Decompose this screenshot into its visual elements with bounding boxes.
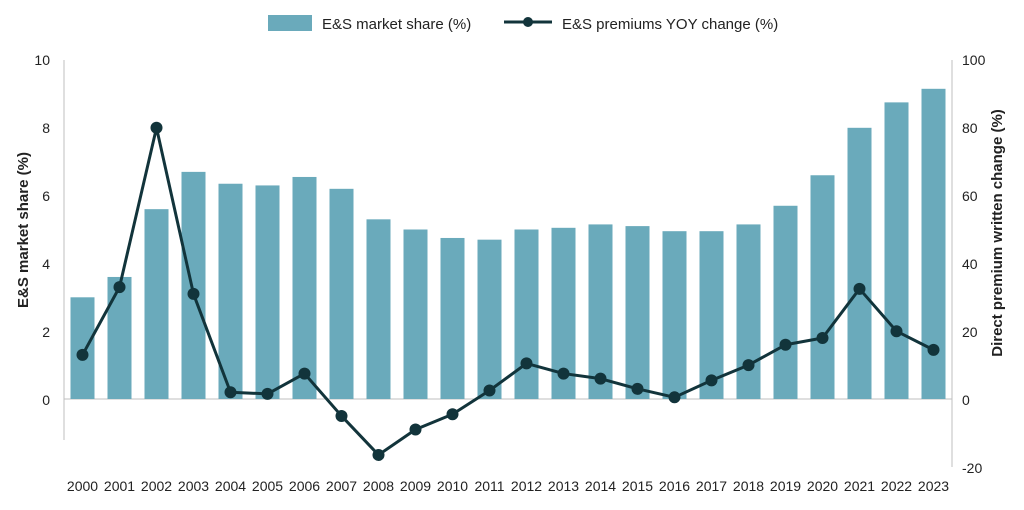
- bar-2007: [329, 188, 354, 399]
- right-tick-label: 20: [962, 324, 978, 340]
- line-series: [76, 121, 940, 461]
- bar-2003: [181, 171, 206, 399]
- bar-2017: [699, 231, 724, 399]
- bar-2021: [847, 127, 872, 400]
- bar-2004: [218, 183, 243, 399]
- x-tick-label: 2010: [437, 478, 468, 494]
- line-point-2006: [298, 367, 311, 380]
- x-tick-label: 2005: [252, 478, 283, 494]
- bar-2001: [107, 276, 132, 399]
- line-point-2005: [261, 387, 274, 400]
- bar-2008: [366, 219, 391, 399]
- x-tick-label: 2001: [104, 478, 135, 494]
- bar-2006: [292, 176, 317, 399]
- bar-series: [70, 88, 946, 400]
- x-tick-label: 2012: [511, 478, 542, 494]
- bar-2010: [440, 237, 465, 399]
- left-tick-label: 0: [42, 392, 50, 408]
- x-tick-label: 2006: [289, 478, 320, 494]
- line-point-2020: [816, 331, 829, 344]
- line-point-2011: [483, 384, 496, 397]
- left-tick-label: 4: [42, 256, 50, 272]
- x-tick-label: 2015: [622, 478, 653, 494]
- legend-line-label: E&S premiums YOY change (%): [562, 16, 778, 33]
- x-tick-label: 2008: [363, 478, 394, 494]
- bar-2015: [625, 226, 650, 399]
- legend-line-marker: [523, 17, 533, 27]
- legend-bar-label: E&S market share (%): [322, 16, 471, 33]
- bar-2000: [70, 297, 95, 399]
- right-tick-label: -20: [962, 460, 982, 476]
- x-tick-label: 2022: [881, 478, 912, 494]
- line-point-2022: [890, 325, 903, 338]
- x-tick-label: 2003: [178, 478, 209, 494]
- bar-2014: [588, 224, 613, 399]
- left-axis-ticks: 10 8 6 4 2 0: [34, 52, 50, 408]
- line-point-2014: [594, 372, 607, 385]
- right-axis-title: Direct premium written change (%): [989, 109, 1006, 357]
- x-tick-label: 2007: [326, 478, 357, 494]
- line-point-2019: [779, 338, 792, 351]
- left-tick-label: 2: [42, 324, 50, 340]
- left-tick-label: 8: [42, 120, 50, 136]
- right-tick-label: 100: [962, 52, 986, 68]
- line-point-2012: [520, 357, 533, 370]
- left-tick-label: 6: [42, 188, 50, 204]
- x-tick-label: 2013: [548, 478, 579, 494]
- bar-2009: [403, 229, 428, 399]
- line-point-2023: [927, 343, 940, 356]
- x-tick-label: 2021: [844, 478, 875, 494]
- line-point-2004: [224, 386, 237, 399]
- right-tick-label: 0: [962, 392, 970, 408]
- bar-2005: [255, 185, 280, 399]
- x-tick-label: 2000: [67, 478, 98, 494]
- legend: E&S market share (%) E&S premiums YOY ch…: [268, 15, 778, 33]
- x-tick-label: 2023: [918, 478, 949, 494]
- left-axis-title: E&S market share (%): [15, 152, 32, 308]
- bar-2018: [736, 224, 761, 399]
- right-axis-ticks: 100 80 60 40 20 0 -20: [962, 52, 986, 476]
- x-tick-label: 2019: [770, 478, 801, 494]
- x-tick-label: 2018: [733, 478, 764, 494]
- left-tick-label: 10: [34, 52, 50, 68]
- line-path: [81, 126, 935, 457]
- line-point-2009: [409, 423, 422, 436]
- right-tick-label: 80: [962, 120, 978, 136]
- line-point-2010: [446, 408, 459, 421]
- x-axis-ticks: 2000 2001 2002 2003 2004 2005 2006 2007 2008 2009…: [67, 478, 949, 494]
- line-point-2013: [557, 367, 570, 380]
- legend-bar-swatch: [268, 15, 312, 31]
- bar-2016: [662, 231, 687, 399]
- right-tick-label: 40: [962, 256, 978, 272]
- line-point-2017: [705, 374, 718, 387]
- x-tick-label: 2009: [400, 478, 431, 494]
- x-tick-label: 2016: [659, 478, 690, 494]
- bar-2022: [884, 102, 909, 400]
- line-point-2000: [76, 348, 89, 361]
- line-point-2001: [113, 281, 126, 294]
- bar-2019: [773, 205, 798, 399]
- bar-2012: [514, 229, 539, 399]
- x-tick-label: 2002: [141, 478, 172, 494]
- right-tick-label: 60: [962, 188, 978, 204]
- bar-2011: [477, 239, 502, 399]
- x-tick-label: 2004: [215, 478, 246, 494]
- line-point-2021: [853, 282, 866, 295]
- line-point-2002: [150, 121, 163, 134]
- line-point-2007: [335, 409, 348, 422]
- bar-2002: [144, 209, 169, 399]
- line-point-2015: [631, 382, 644, 395]
- x-tick-label: 2014: [585, 478, 616, 494]
- line-point-2003: [187, 287, 200, 300]
- x-tick-label: 2011: [474, 478, 504, 494]
- line-point-2016: [668, 391, 681, 404]
- line-point-2018: [742, 359, 755, 372]
- x-tick-label: 2017: [696, 478, 727, 494]
- bar-2020: [810, 175, 835, 399]
- x-tick-label: 2020: [807, 478, 838, 494]
- line-point-2008: [372, 448, 385, 461]
